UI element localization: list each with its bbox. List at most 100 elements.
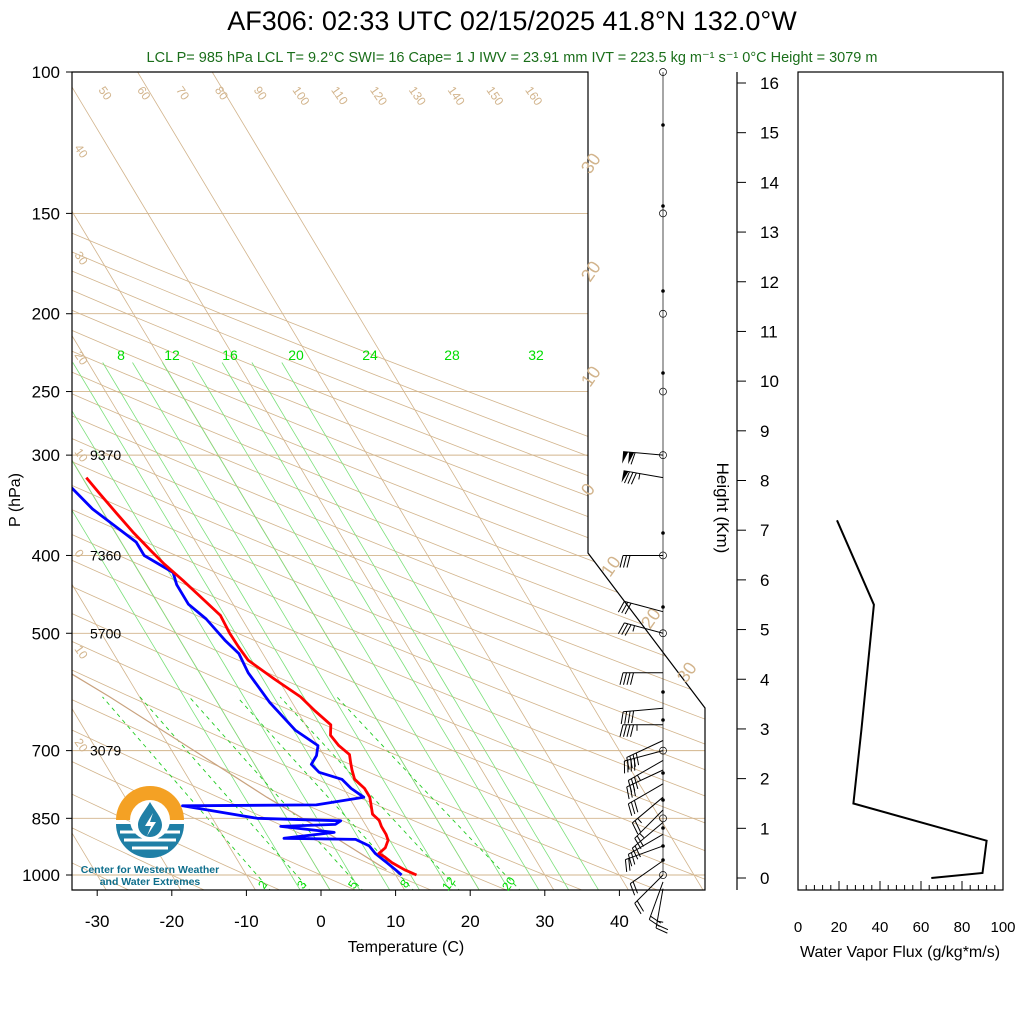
moist-adiabat-line bbox=[162, 362, 481, 890]
temperature-tick-label: 20 bbox=[461, 912, 480, 931]
dry-adiabat-line bbox=[72, 72, 705, 890]
pressure-tick-label: 700 bbox=[32, 742, 60, 761]
logo-line-1: Center for Western Weather bbox=[80, 864, 220, 876]
dry-adiabat-line bbox=[72, 72, 705, 890]
wind-barb-feather bbox=[630, 852, 636, 865]
wind-barb-staff bbox=[634, 809, 664, 839]
cw3e-logo: Center for Western Weather and Water Ext… bbox=[70, 782, 230, 894]
wind-barb-feather bbox=[623, 555, 627, 568]
isotherm-label: 70 bbox=[173, 84, 192, 103]
mixing-ratio-label: 32 bbox=[528, 347, 544, 363]
isotherm-label: 80 bbox=[212, 84, 231, 103]
wind-barb-half-feather bbox=[657, 920, 664, 923]
isotherm-label: 130 bbox=[406, 84, 429, 109]
wind-barb bbox=[617, 622, 664, 636]
wind-barb-feather bbox=[633, 800, 639, 813]
pressure-axis-label: P (hPa) bbox=[7, 473, 24, 527]
adiabat-edge-label: 20 bbox=[577, 257, 605, 285]
wind-barb bbox=[655, 888, 669, 934]
wind-level-dot bbox=[661, 718, 665, 722]
wind-barb-feather bbox=[621, 602, 629, 614]
sounding-parameters: LCL P= 985 hPa LCL T= 9.2°C SWI= 16 Cape… bbox=[146, 50, 878, 66]
moist-adiabat-line bbox=[281, 362, 601, 890]
wind-barb-feather bbox=[628, 858, 631, 871]
isotherm-label: 140 bbox=[445, 84, 468, 109]
height-annotation: 7360 bbox=[90, 547, 121, 563]
dry-adiabat-line bbox=[72, 72, 705, 890]
dry-adiabat-line bbox=[72, 72, 663, 890]
wind-barb bbox=[624, 845, 664, 872]
dry-adiabat-line bbox=[72, 72, 705, 890]
wind-level-dot bbox=[661, 605, 665, 609]
mixing-ratio-line bbox=[139, 696, 312, 890]
height-annotation: 3079 bbox=[90, 743, 121, 759]
wind-barb-staff bbox=[626, 740, 664, 758]
cw3e-logo-graphic bbox=[116, 786, 184, 858]
isotherm-label: 100 bbox=[290, 84, 313, 109]
wind-barb-feather bbox=[630, 672, 634, 685]
mixing-ratio-label: 8 bbox=[117, 347, 125, 363]
wind-barb-half-feather bbox=[637, 774, 641, 781]
wind-barb-feather bbox=[626, 555, 631, 568]
dry-adiabat-line bbox=[72, 72, 512, 890]
wind-level-circle bbox=[659, 629, 667, 638]
mixing-ratio-label: 24 bbox=[362, 347, 378, 363]
temperature-tick-label: -10 bbox=[234, 912, 259, 931]
wind-barb bbox=[627, 783, 664, 816]
wind-barb-half-feather bbox=[637, 818, 642, 824]
isotherm-label: 60 bbox=[134, 84, 153, 103]
temperature-axis-label: Temperature (C) bbox=[348, 939, 464, 956]
dry-adiabat-line bbox=[72, 72, 705, 890]
mixing-ratio-label: 12 bbox=[164, 347, 180, 363]
plot-area bbox=[72, 72, 705, 890]
wind-level-dot bbox=[661, 204, 665, 208]
adiabat-edge-label: 20 bbox=[72, 736, 91, 755]
dry-adiabat-line bbox=[72, 72, 705, 890]
wind-barb bbox=[623, 750, 664, 774]
wind-level-dot bbox=[661, 690, 665, 694]
wind-barb-feather bbox=[656, 924, 669, 931]
wind-barb-feather bbox=[627, 854, 633, 867]
mixing-ratio-label: 20 bbox=[288, 347, 304, 363]
wind-barb-staff bbox=[623, 707, 664, 713]
isotherm-line bbox=[72, 72, 183, 890]
logo-line-2: and Water Extremes bbox=[99, 876, 201, 888]
wind-barb-feather bbox=[627, 803, 633, 816]
wind-barb-feather bbox=[624, 471, 630, 484]
chart-title: AF306: 02:33 UTC 02/15/2025 41.8°N 132.0… bbox=[227, 6, 797, 36]
wind-level-circle bbox=[659, 814, 667, 823]
wind-barb-staff bbox=[629, 860, 664, 885]
wind-level-circle bbox=[659, 309, 667, 318]
wind-barb bbox=[648, 881, 664, 927]
pressure-tick-label: 500 bbox=[32, 624, 60, 643]
wind-level-dot bbox=[661, 123, 665, 127]
mixing-ratio-label: 16 bbox=[222, 347, 238, 363]
wind-barb-feather bbox=[655, 927, 668, 934]
wind-barb-feather bbox=[624, 602, 632, 615]
wind-level-dot bbox=[661, 289, 665, 293]
dry-adiabat-line bbox=[72, 72, 705, 890]
wind-barb-half-feather bbox=[632, 625, 635, 632]
wind-barb-feather bbox=[629, 883, 636, 896]
isotherm-line bbox=[72, 72, 556, 890]
wind-barb-feather bbox=[630, 801, 636, 815]
isotherm-label: 90 bbox=[251, 84, 270, 103]
wind-barb-feather bbox=[619, 555, 624, 568]
wind-barb-feather bbox=[634, 820, 641, 832]
dry-adiabat-line bbox=[72, 72, 705, 890]
wind-barb-staff bbox=[648, 881, 664, 920]
dry-adiabat-line bbox=[72, 72, 285, 890]
wind-barb-feather bbox=[626, 672, 631, 685]
wind-barb-feather bbox=[624, 711, 628, 724]
height-annotation: 5700 bbox=[90, 625, 121, 641]
mixing-ratio-label: 2 bbox=[255, 878, 270, 892]
wind-barb-feather bbox=[631, 710, 635, 724]
wind-barb-staff bbox=[632, 822, 664, 849]
isotherm-label: 160 bbox=[522, 84, 545, 109]
wind-level-circle bbox=[659, 68, 667, 76]
wind-barb-feather bbox=[619, 672, 624, 685]
pressure-tick-label: 1000 bbox=[22, 866, 60, 885]
wind-level-dot bbox=[661, 798, 665, 802]
wind-barb-feather bbox=[629, 785, 633, 798]
